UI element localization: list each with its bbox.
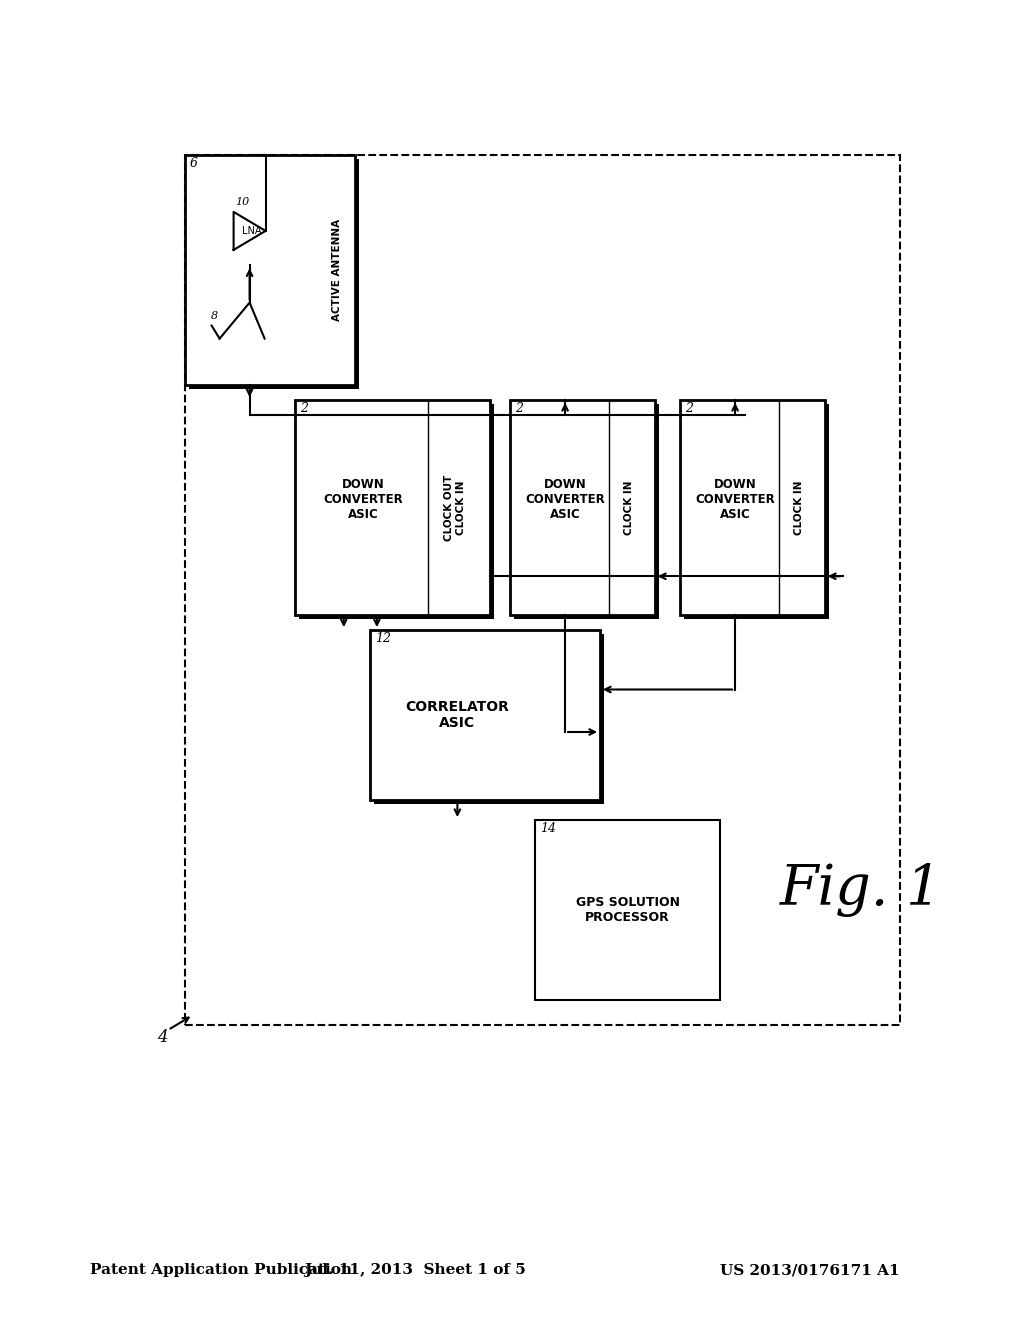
Text: 2: 2 [300,403,308,414]
Text: 12: 12 [375,632,391,645]
Bar [514,404,659,619]
Text: LNA: LNA [242,226,261,236]
Text: 6: 6 [190,157,198,170]
Bar [299,404,494,619]
Text: CORRELATOR
ASIC: CORRELATOR ASIC [406,700,509,730]
Text: 4: 4 [157,1030,167,1047]
Bar [185,154,355,385]
Text: CLOCK OUT
CLOCK IN: CLOCK OUT CLOCK IN [444,474,466,541]
Text: 2: 2 [515,403,523,414]
Text: 8: 8 [211,310,218,321]
Bar [374,634,604,804]
Bar [189,158,359,389]
Text: DOWN
CONVERTER
ASIC: DOWN CONVERTER ASIC [695,478,775,521]
Bar [510,400,655,615]
Text: 14: 14 [540,822,556,836]
Text: Fig. 1: Fig. 1 [780,863,942,917]
Text: US 2013/0176171 A1: US 2013/0176171 A1 [720,1263,900,1276]
Text: 2: 2 [685,403,693,414]
Bar [295,400,490,615]
Text: GPS SOLUTION
PROCESSOR: GPS SOLUTION PROCESSOR [575,896,680,924]
Text: Patent Application Publication: Patent Application Publication [90,1263,352,1276]
Bar [370,630,600,800]
Text: Jul. 11, 2013  Sheet 1 of 5: Jul. 11, 2013 Sheet 1 of 5 [304,1263,526,1276]
Text: CLOCK IN: CLOCK IN [624,480,634,535]
Bar [535,820,720,1001]
Bar [680,400,825,615]
Bar [684,404,829,619]
Text: 10: 10 [236,197,250,207]
Bar [185,154,900,1026]
Text: CLOCK IN: CLOCK IN [794,480,804,535]
Text: DOWN
CONVERTER
ASIC: DOWN CONVERTER ASIC [324,478,403,521]
Text: ACTIVE ANTENNA: ACTIVE ANTENNA [332,219,342,321]
Text: DOWN
CONVERTER
ASIC: DOWN CONVERTER ASIC [525,478,605,521]
